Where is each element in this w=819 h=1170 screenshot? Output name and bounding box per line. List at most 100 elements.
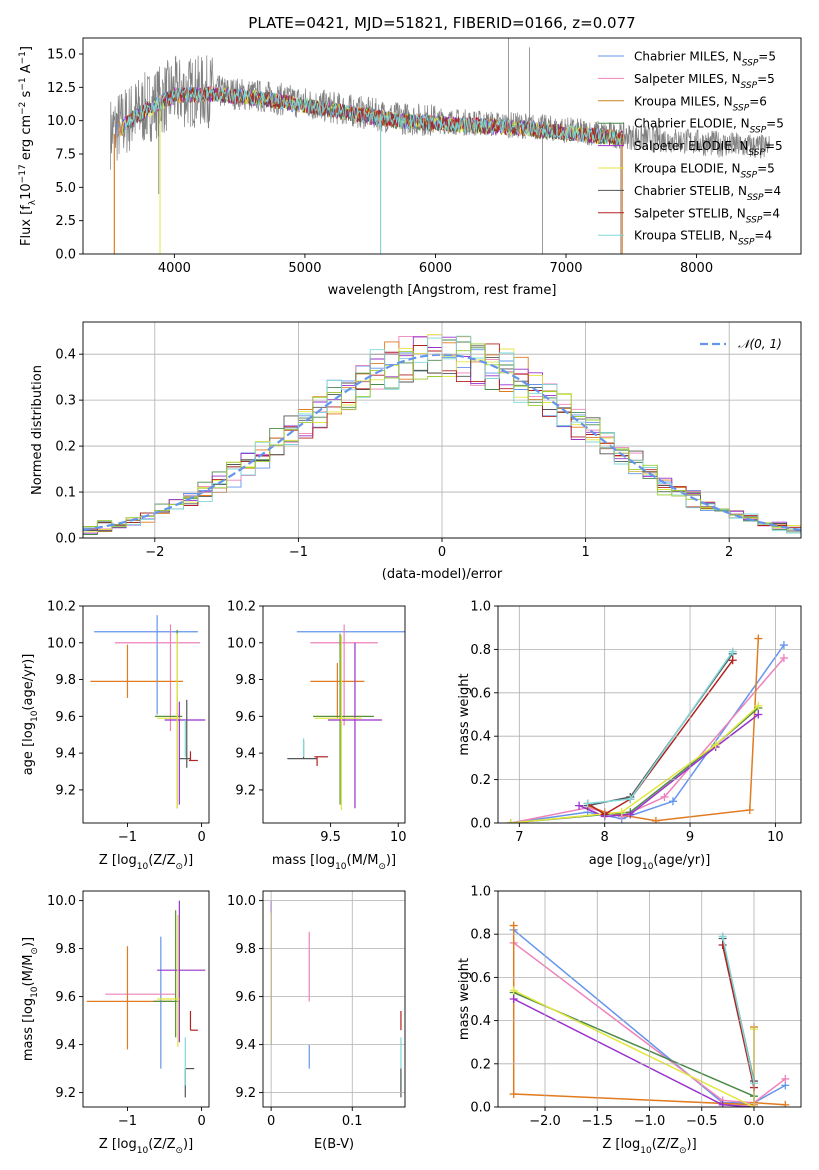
y-tick-label: 9.4 (55, 1038, 76, 1053)
panel-8: −2.0 −1.5 −1.0 −0.5 0.0 0.0 0.2 0.4 0.6 0.8 1.0 Z [… (457, 885, 802, 1156)
panel-2: −2 −1 0 1 2 0.0 0.1 0.2 0.3 0.4 𝒩(0, 1) (data-model… (30, 321, 802, 582)
x-axis-label: age [log10(age/yr)] (589, 853, 711, 872)
x-axis-label: Z [log10(Z/Z⊙)] (602, 1137, 696, 1156)
legend-label: Kroupa MILES, NSSP=6 (634, 94, 767, 113)
legend-label: Kroupa STELIB, NSSP=4 (634, 229, 772, 248)
legend-label: Chabrier ELODIE, NSSP=5 (634, 117, 784, 136)
y-tick-label: 9.8 (235, 673, 256, 688)
weight-line-chab_miles (513, 929, 786, 1104)
y-tick-label: 9.2 (55, 783, 76, 798)
weight-marker (781, 1074, 790, 1083)
weight-marker (718, 941, 727, 949)
y-axis-label: Normed distribution (30, 365, 45, 495)
x-tick-label: −1.5 (581, 1114, 613, 1129)
weight-marker (509, 995, 518, 1003)
x-tick-label: 10 (390, 830, 407, 845)
weight-line-salp_elodie (513, 998, 755, 1107)
y-tick-label: 9.6 (55, 710, 76, 725)
y-tick-label: 10.0 (47, 114, 76, 129)
weight-marker (617, 808, 626, 817)
x-tick-label: −1 (289, 545, 308, 560)
y-tick-label: 9.4 (55, 747, 76, 762)
x-tick-label: 4000 (158, 261, 191, 276)
y-tick-label: 7.5 (55, 148, 76, 163)
x-axis-label: Z [log10(Z/Z⊙)] (99, 1137, 193, 1156)
axes-frame (497, 890, 802, 1108)
chart-title: PLATE=0421, MJD=51821, FIBERID=0166, z=0… (248, 14, 635, 32)
axes-frame (82, 890, 210, 1108)
x-axis-label: mass [log10(M/M⊙)] (272, 853, 396, 872)
x-tick-label: 6000 (419, 261, 452, 276)
weight-marker (626, 795, 635, 804)
y-tick-label: 0.4 (470, 1014, 491, 1029)
legend-label: Chabrier STELIB, NSSP=4 (634, 184, 781, 203)
x-tick-label: −2 (145, 545, 164, 560)
y-tick-label: 0.8 (470, 928, 491, 943)
x-tick-label: −0.5 (686, 1114, 718, 1129)
plot-area (270, 900, 402, 1098)
axes-frame (82, 37, 802, 255)
y-tick-label: 0.2 (55, 440, 76, 455)
y-tick-label: 10.2 (227, 600, 256, 615)
legend-label: Kroupa ELODIE, NSSP=5 (634, 162, 775, 181)
y-axis-label: Flux [fλ10−17 erg cm−2 s−1 A−1] (18, 46, 38, 246)
x-axis-label: wavelength [Angstrom, rest frame] (328, 283, 557, 298)
x-tick-label: 0 (197, 1114, 205, 1129)
weight-marker (583, 799, 592, 808)
x-tick-label: 10 (767, 830, 784, 845)
y-tick-label: 15.0 (47, 48, 76, 63)
weight-marker (728, 656, 737, 665)
model-spectrum-krou_stelib (124, 87, 624, 146)
x-tick-label: −1.0 (634, 1114, 666, 1129)
y-tick-label: 0.2 (470, 1057, 491, 1072)
weight-line-chab_miles (510, 644, 785, 823)
weight-line-salp_stelib (721, 944, 755, 1088)
y-tick-label: 0.0 (470, 817, 491, 832)
plot-area (110, 38, 770, 254)
weight-marker (781, 1100, 790, 1107)
y-tick-label: 9.8 (55, 942, 76, 957)
x-tick-label: 0.1 (342, 1114, 363, 1129)
y-tick-label: 0.8 (470, 643, 491, 658)
weight-marker (509, 1090, 518, 1099)
weight-line-krou_stelib (721, 936, 755, 1084)
panel-6: −1 0 9.2 9.4 9.6 9.8 10.0 Z [log10(Z/Z⊙)] mass [… (21, 890, 210, 1156)
x-tick-label: 8000 (680, 261, 713, 276)
y-tick-label: 9.6 (235, 990, 256, 1005)
x-tick-label: −2.0 (529, 1114, 561, 1129)
panel-1: 4000 5000 6000 7000 8000 0.0 2.5 5.0 7.5 10.0 12.5… (18, 14, 802, 298)
weight-marker (754, 634, 763, 643)
weight-line-chab_elodie (510, 707, 759, 823)
y-tick-label: 0.6 (470, 686, 491, 701)
y-tick-label: 9.6 (55, 990, 76, 1005)
y-tick-label: 10.0 (47, 894, 76, 909)
weight-line-salp_miles (513, 942, 786, 1104)
weight-marker (728, 647, 737, 656)
y-tick-label: 0.3 (55, 394, 76, 409)
x-tick-label: 9.5 (320, 830, 341, 845)
y-tick-label: 0.4 (470, 730, 491, 745)
axes-frame (82, 321, 802, 539)
y-tick-label: 9.2 (235, 783, 256, 798)
y-tick-label: 9.6 (235, 710, 256, 725)
weight-marker (779, 641, 788, 650)
x-tick-label: 8 (601, 830, 609, 845)
weight-line-salp_stelib (587, 659, 734, 816)
axes-frame (82, 605, 210, 824)
y-tick-label: 9.4 (235, 747, 256, 762)
axes-frame (262, 605, 406, 824)
x-tick-label: 0 (438, 545, 446, 560)
panel-3: −1 0 9.2 9.4 9.6 9.8 10.0 10.2 Z [log10(Z/Z⊙)] ag… (21, 600, 210, 872)
weight-line-krou_stelib (587, 651, 734, 805)
y-tick-label: 9.8 (55, 673, 76, 688)
x-tick-label: 5000 (288, 261, 321, 276)
y-tick-label: 1.0 (470, 885, 491, 900)
weight-marker (506, 819, 515, 823)
weight-marker (718, 1100, 727, 1107)
y-tick-label: 10.0 (47, 636, 76, 651)
y-tick-label: 0.1 (55, 486, 76, 501)
x-tick-label: −1 (118, 1114, 137, 1129)
y-tick-label: 0.4 (55, 348, 76, 363)
y-tick-label: 0.0 (55, 532, 76, 547)
